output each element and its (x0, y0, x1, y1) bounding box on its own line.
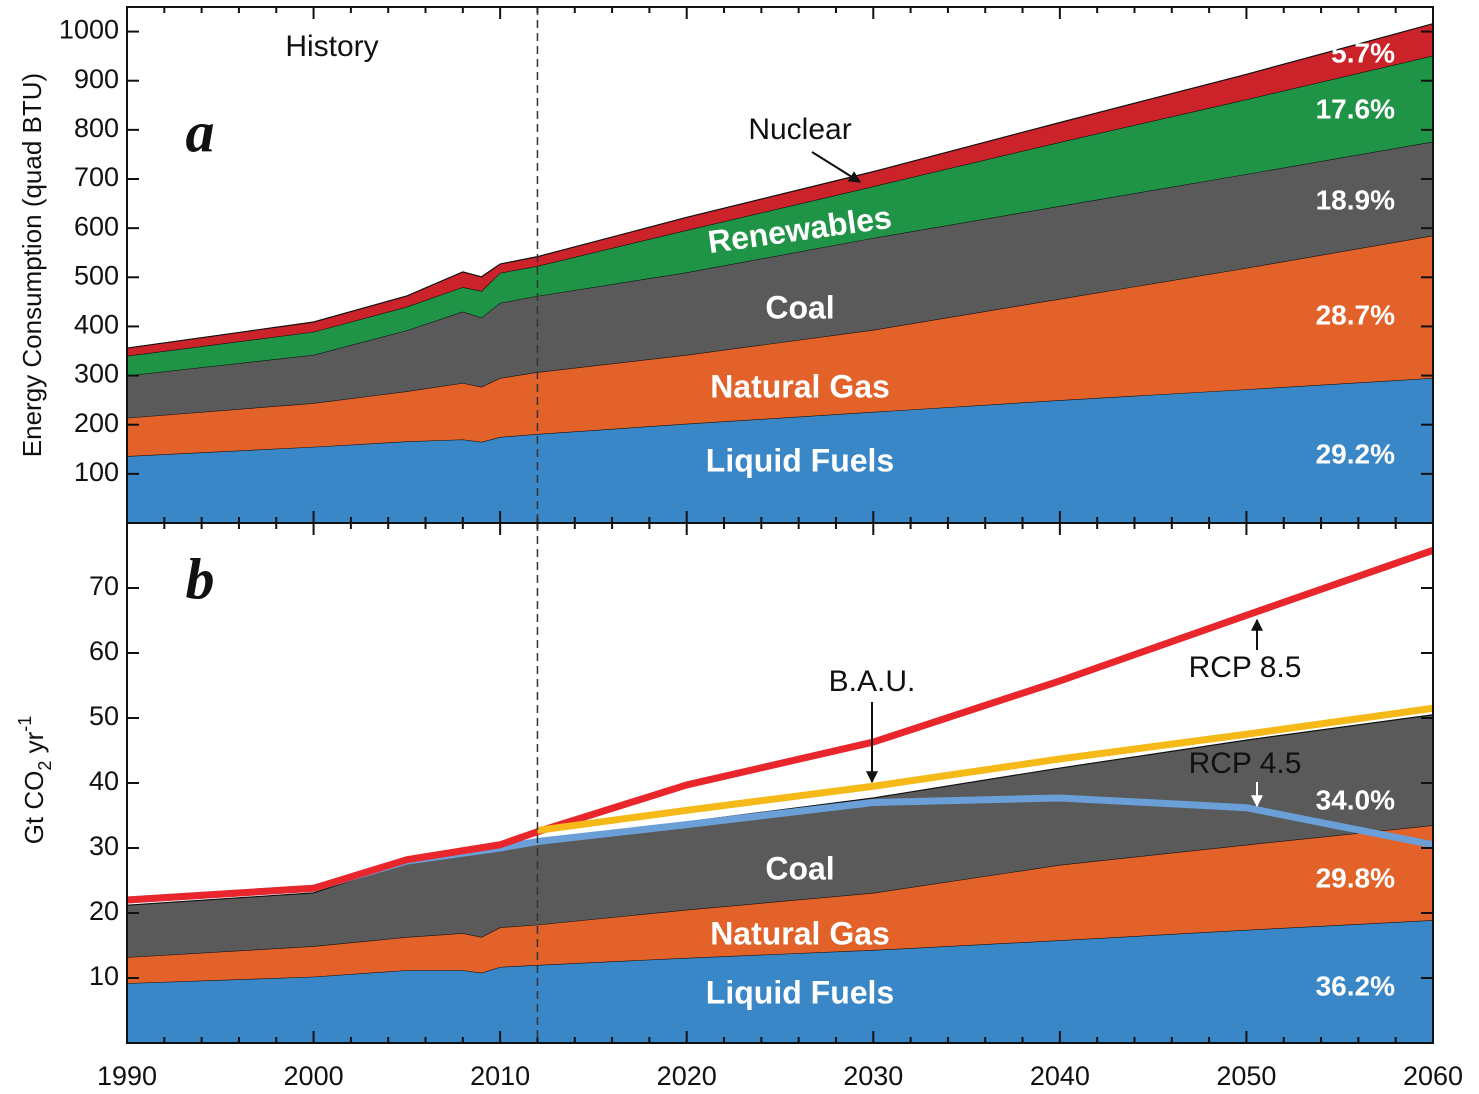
share-label: 29.2% (1316, 438, 1395, 469)
area (127, 714, 1433, 958)
y-tick-label: 70 (89, 571, 119, 601)
layer-label: Natural Gas (710, 915, 890, 951)
layer-label: Natural Gas (710, 368, 890, 404)
y-tick-label: 700 (74, 162, 119, 192)
y-tick-label: 20 (89, 896, 119, 926)
y-axis-label: Gt CO2 yr-1 (15, 716, 55, 845)
panel-frame (126, 522, 1434, 1044)
y-tick-label: 300 (74, 359, 119, 389)
y-tick-label: 500 (74, 260, 119, 290)
overlay: History a b Nuclear Renewables Coal Natu… (15, 30, 1395, 1011)
area-edge (126, 23, 1434, 349)
area (127, 141, 1433, 418)
x-tick-label: 2030 (843, 1061, 903, 1091)
nuclear-label: Nuclear (748, 113, 851, 146)
rcp45-label: RCP 4.5 (1189, 747, 1302, 780)
y-tick-label: 40 (89, 766, 119, 796)
share-label: 17.6% (1316, 93, 1395, 124)
x-tick-label: 1990 (97, 1061, 157, 1091)
x-tick-label: 2020 (657, 1061, 717, 1091)
y-tick-label: 200 (74, 408, 119, 438)
rcp85-label: RCP 8.5 (1189, 651, 1302, 684)
share-label: 36.2% (1316, 970, 1395, 1001)
share-label: 18.9% (1316, 184, 1395, 215)
history-label: History (285, 30, 378, 63)
share-label: 34.0% (1316, 784, 1395, 815)
layer-label: Liquid Fuels (706, 974, 894, 1010)
share-label: 29.8% (1316, 862, 1395, 893)
arrow (811, 151, 862, 183)
y-tick-label: 50 (89, 701, 119, 731)
layer-label: Coal (765, 850, 834, 886)
area (127, 235, 1433, 457)
layer-label: Coal (765, 289, 834, 325)
bau-label: B.A.U. (829, 665, 916, 698)
x-tick-label: 2000 (284, 1061, 344, 1091)
share-label: 28.7% (1316, 299, 1395, 330)
y-tick-label: 400 (74, 310, 119, 340)
y-label-sub: 2 (35, 761, 55, 771)
y-tick-label: 100 (74, 457, 119, 487)
y-tick-label: 60 (89, 636, 119, 666)
line (126, 546, 1435, 904)
line (536, 704, 1434, 834)
y-tick-label: 900 (74, 64, 119, 94)
area (127, 825, 1433, 984)
y-axis-label: Energy Consumption (quad BTU) (17, 73, 47, 457)
y-label-sup: -1 (15, 716, 35, 732)
y-tick-label: 800 (74, 113, 119, 143)
x-tick-label: 2040 (1030, 1061, 1090, 1091)
area (127, 378, 1433, 523)
y-tick-label: 30 (89, 831, 119, 861)
area (127, 920, 1433, 1043)
panel-label: a (186, 99, 215, 164)
panel-label: b (186, 546, 215, 611)
y-label-part: yr (19, 731, 49, 760)
plot-layers: 1002003004005006007008009001000102030405… (59, 6, 1463, 1091)
layer-label: Liquid Fuels (706, 442, 894, 478)
x-tick-label: 2010 (470, 1061, 530, 1091)
y-tick-label: 10 (89, 961, 119, 991)
share-label: 5.7% (1331, 37, 1395, 68)
x-tick-label: 2060 (1403, 1061, 1463, 1091)
y-tick-label: 600 (74, 211, 119, 241)
y-label-part: Gt CO (19, 771, 49, 845)
area (127, 55, 1433, 376)
x-tick-label: 2050 (1216, 1061, 1276, 1091)
y-tick-label: 1000 (59, 15, 119, 45)
